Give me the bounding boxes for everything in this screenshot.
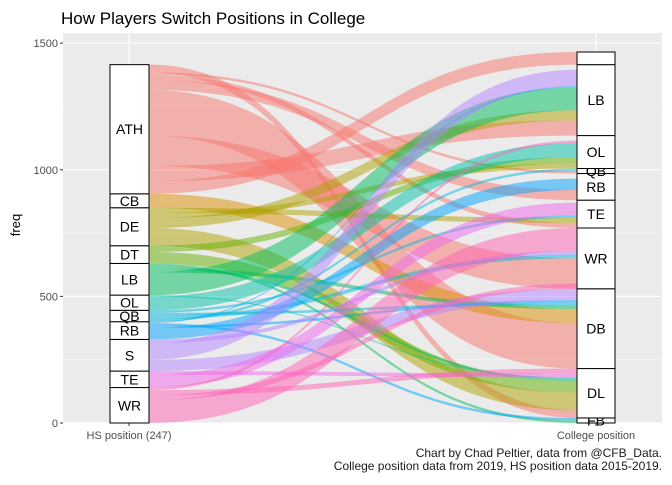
hs-stratum-de [109, 207, 150, 247]
college-stratum-label-ol: OL [587, 144, 606, 160]
flow-lb [149, 87, 577, 296]
flow-ol [149, 295, 577, 379]
college-stratum-label-wr: WR [584, 250, 607, 266]
chart-title: How Players Switch Positions in College [61, 9, 365, 28]
flow-rb [149, 178, 577, 340]
flow-qb [149, 168, 577, 322]
hs-stratum-label-rb: RB [120, 323, 139, 339]
college-stratum-db [576, 288, 616, 370]
flow-ath [149, 64, 577, 418]
flow-wr [149, 283, 577, 401]
flow-qb [149, 254, 577, 320]
flow-de [149, 110, 577, 228]
hs-stratum-label-lb: LB [121, 271, 138, 287]
hs-stratum-label-de: DE [120, 219, 139, 235]
flow-te [149, 202, 577, 388]
y-tick-label: 500 [40, 291, 58, 303]
flow-wr [149, 228, 577, 423]
college-stratum-wr [576, 227, 616, 290]
hs-stratum-label-s: S [125, 347, 134, 363]
college-stratum-rb [576, 173, 616, 201]
x-tick-label: HS position (247) [87, 430, 172, 442]
caption-line-2: College position data from 2019, HS posi… [333, 459, 662, 473]
y-tick-label: 1500 [34, 38, 58, 50]
flow-s [149, 69, 577, 360]
college-stratum-te [576, 199, 616, 229]
college-stratum-label-dl: DL [587, 385, 605, 401]
hs-stratum-label-dt: DT [120, 247, 139, 263]
flow-rb [149, 300, 577, 329]
flow-ath [149, 72, 577, 174]
y-axis-label: freq [8, 214, 23, 236]
hs-stratum-label-wr: WR [118, 397, 141, 413]
hs-stratum-ath [109, 64, 150, 195]
flow-ol [149, 143, 577, 311]
y-tick-label: 0 [52, 418, 58, 430]
flow-wr [149, 140, 577, 391]
college-stratum-label-rb: RB [586, 179, 605, 195]
hs-stratum-label-qb: QB [119, 308, 139, 324]
hs-stratum-label-ol: OL [120, 295, 139, 311]
hs-stratum-label-cb: CB [120, 193, 139, 209]
flow-wr [149, 368, 577, 396]
hs-stratum-s [109, 338, 150, 372]
flow-rb [149, 86, 577, 323]
hs-stratum-label-te: TE [121, 371, 139, 387]
hs-stratum-label-ath: ATH [116, 121, 143, 137]
college-stratum-lb [576, 64, 616, 137]
college-stratum-label-db: DB [586, 321, 605, 337]
y-tick-label: 1000 [34, 165, 58, 177]
college-stratum-label-lb: LB [587, 92, 604, 108]
college-stratum-blank [576, 51, 616, 66]
x-tick-label: College position [557, 430, 635, 442]
flow-rb [149, 322, 577, 421]
hs-stratum-lb [109, 262, 150, 296]
flow-ath [149, 74, 577, 229]
caption-line-1: Chart by Chad Peltier, data from @CFB_Da… [415, 446, 662, 460]
flow-ath [149, 79, 577, 201]
college-stratum-label-te: TE [587, 206, 605, 222]
college-stratum-dl [576, 368, 616, 419]
